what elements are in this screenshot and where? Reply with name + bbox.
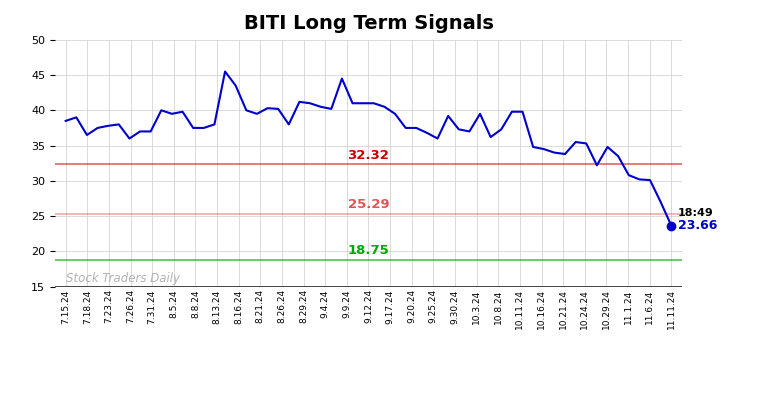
Text: Stock Traders Daily: Stock Traders Daily bbox=[66, 272, 180, 285]
Text: 25.29: 25.29 bbox=[347, 198, 390, 211]
Text: 23.66: 23.66 bbox=[677, 219, 717, 232]
Text: 32.32: 32.32 bbox=[347, 148, 390, 162]
Title: BITI Long Term Signals: BITI Long Term Signals bbox=[244, 14, 493, 33]
Text: 18:49: 18:49 bbox=[677, 208, 713, 218]
Text: 18.75: 18.75 bbox=[347, 244, 390, 257]
